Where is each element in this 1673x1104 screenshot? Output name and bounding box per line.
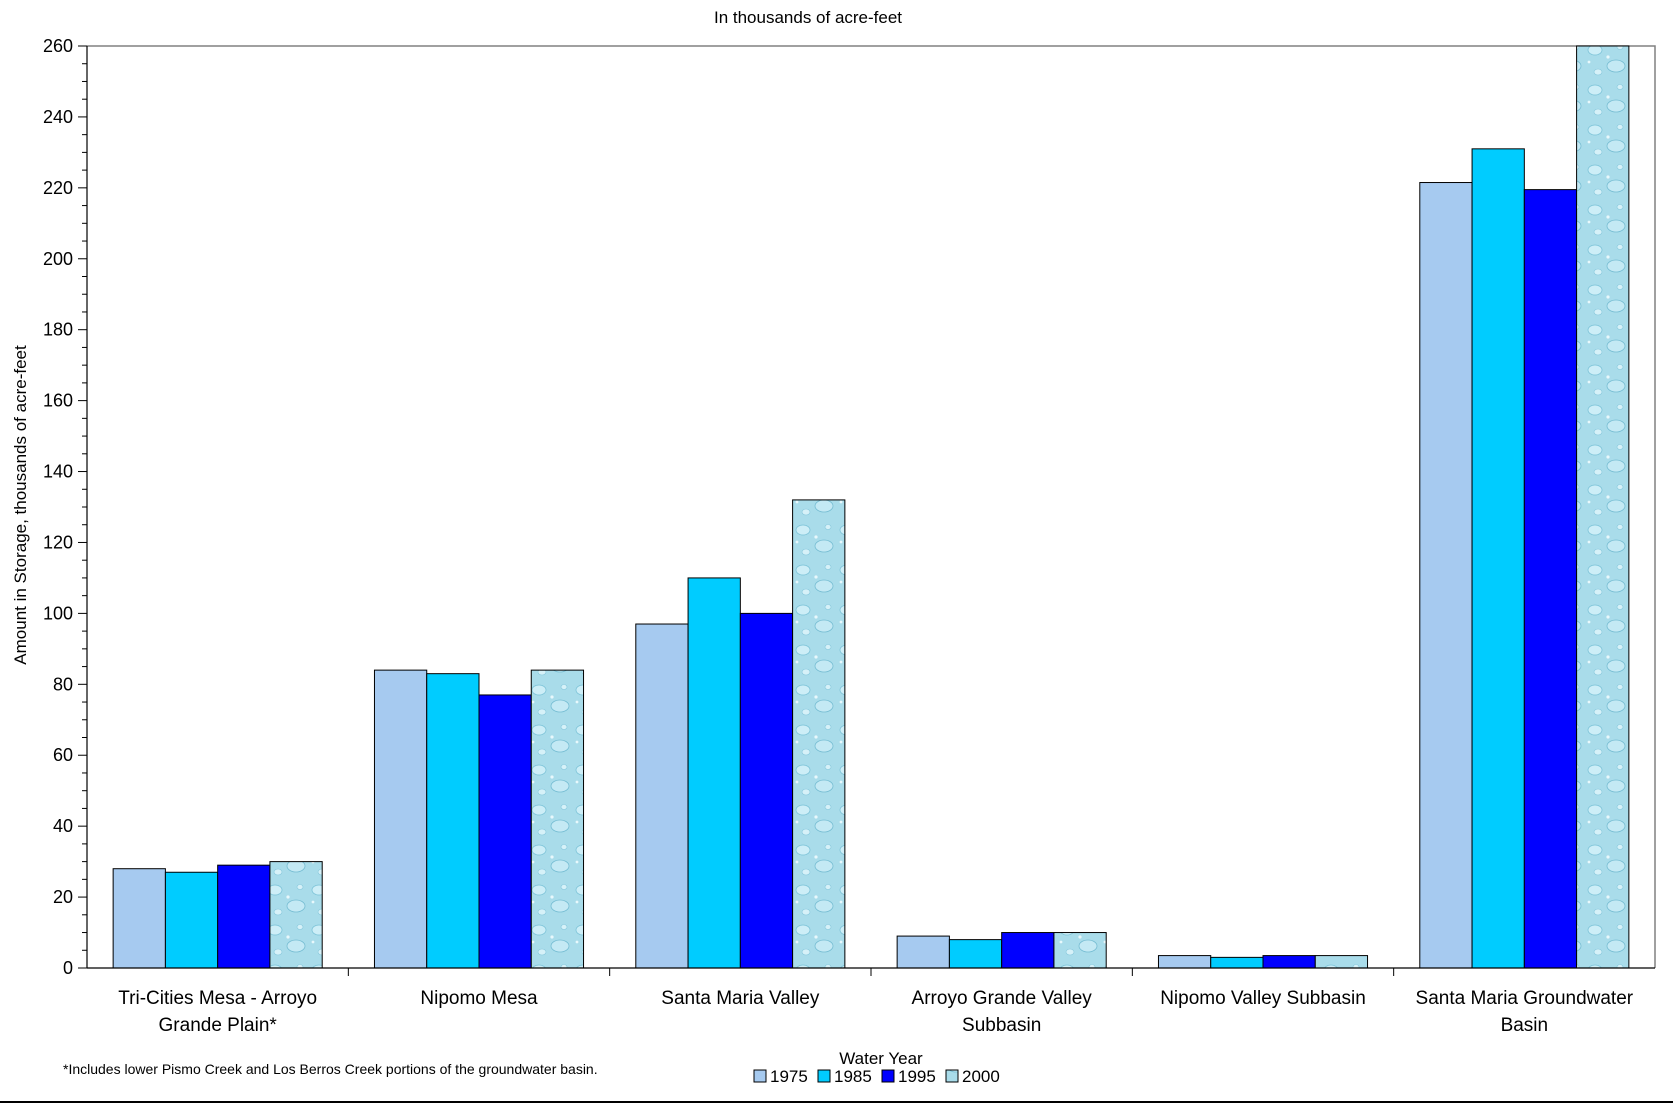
y-tick-label: 20 <box>53 887 73 907</box>
x-tick-label: Arroyo Grande Valley Subbasin <box>912 988 1093 1036</box>
plot-frame <box>87 45 1656 968</box>
y-tick-label: 180 <box>43 320 73 340</box>
bar-1985 <box>1210 956 1264 969</box>
bar-1985 <box>164 871 219 969</box>
legend-swatch <box>817 1069 831 1083</box>
legend-item-2000: 2000 <box>945 1067 1000 1086</box>
bar-1975 <box>1157 955 1212 969</box>
bar-1985 <box>948 939 1003 969</box>
legend-swatch <box>945 1069 959 1083</box>
bar-1975 <box>112 868 166 969</box>
x-tick-label: Nipomo Mesa <box>420 988 538 1009</box>
bar-1985 <box>687 577 741 969</box>
y-axis-label: Amount in Storage, thousands of acre-fee… <box>11 345 30 665</box>
bar-1975 <box>635 623 689 969</box>
legend-item-1995: 1995 <box>881 1067 936 1086</box>
x-tick-label-line: Santa Maria Valley <box>661 988 820 1009</box>
y-tick-label: 140 <box>43 462 73 482</box>
bar-2000 <box>269 861 323 969</box>
bar-2000 <box>1576 45 1630 969</box>
legend: 1975 1985 1995 2000 <box>753 1067 1000 1086</box>
legend-label: 1995 <box>898 1067 936 1086</box>
bar-1995 <box>1001 932 1055 969</box>
bar-1995 <box>1262 955 1316 969</box>
bar-1975 <box>373 669 428 969</box>
bar-1995 <box>739 612 794 969</box>
chart-title: In thousands of acre-feet <box>714 8 902 27</box>
y-tick-label: 200 <box>43 249 73 269</box>
x-axis-label: Water Year <box>839 1049 923 1068</box>
bar-1975 <box>896 935 950 969</box>
bar-1975 <box>1419 182 1473 969</box>
x-tick-label-line: Nipomo Mesa <box>420 988 538 1009</box>
bar-2000 <box>530 669 585 969</box>
y-tick-label: 0 <box>63 958 73 978</box>
y-tick-label: 260 <box>43 36 73 56</box>
y-tick-label: 120 <box>43 532 73 552</box>
x-tick-label-line: Grande Plain* <box>159 1015 278 1036</box>
legend-item-1975: 1975 <box>753 1067 808 1086</box>
x-tick-label: Tri-Cities Mesa - Arroyo Grande Plain* <box>118 988 317 1036</box>
x-tick-label-line: Santa Maria Groundwater <box>1416 988 1634 1009</box>
legend-item-1985: 1985 <box>817 1067 872 1086</box>
y-tick-label: 40 <box>53 816 73 836</box>
x-tick-label-line: Basin <box>1501 1015 1549 1036</box>
plot-area: 0 20 40 60 80 100 120 140 160 180 200 220 240 260 Tri-… <box>43 36 1656 1036</box>
footnote: *Includes lower Pismo Creek and Los Berr… <box>63 1061 598 1077</box>
bar-1995 <box>217 864 271 969</box>
x-tick-label-line: Tri-Cities Mesa - Arroyo <box>118 988 317 1009</box>
x-tick-label-line: Subbasin <box>962 1015 1041 1036</box>
y-tick-label: 160 <box>43 391 73 411</box>
y-tick-label: 100 <box>43 603 73 623</box>
bar-1995 <box>1523 189 1578 969</box>
x-tick-label-line: Arroyo Grande Valley <box>912 988 1093 1009</box>
legend-swatch <box>881 1069 895 1083</box>
legend-swatch <box>753 1069 767 1083</box>
legend-label: 1985 <box>834 1067 872 1086</box>
x-tick-label-line: Nipomo Valley Subbasin <box>1160 988 1366 1009</box>
bar-1985 <box>1471 148 1525 969</box>
bar-2000 <box>1314 955 1369 969</box>
y-tick-label: 240 <box>43 107 73 127</box>
legend-label: 1975 <box>770 1067 808 1086</box>
x-tick-label: Santa Maria Valley <box>661 988 820 1009</box>
y-tick-label: 80 <box>53 674 73 694</box>
x-tick-label: Santa Maria Groundwater Basin <box>1416 988 1634 1036</box>
y-tick-label: 60 <box>53 745 73 765</box>
bar-2000 <box>1053 932 1107 969</box>
bar-1995 <box>478 694 532 969</box>
x-tick-label: Nipomo Valley Subbasin <box>1160 988 1366 1009</box>
bar-2000 <box>792 499 846 969</box>
y-tick-label: 220 <box>43 178 73 198</box>
bar-1985 <box>426 673 480 969</box>
plot-background <box>87 46 1655 968</box>
legend-label: 2000 <box>962 1067 1000 1086</box>
